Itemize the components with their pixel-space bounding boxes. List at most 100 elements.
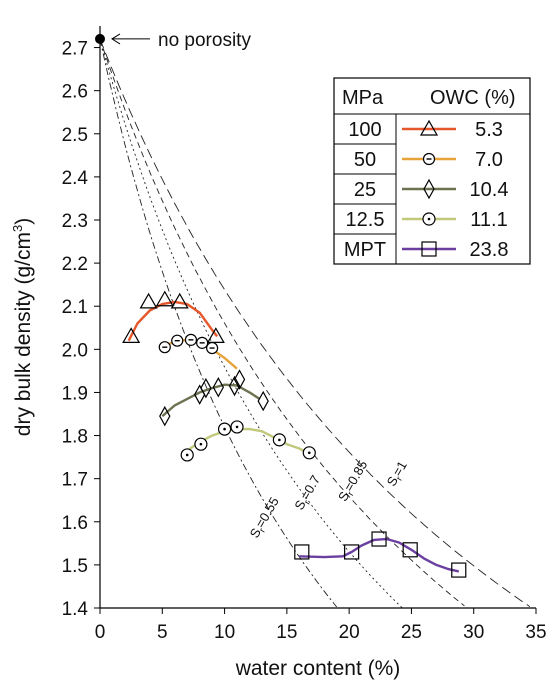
y-tick-label: 2.7 [62, 39, 88, 60]
y-tick-label: 2.0 [62, 340, 88, 361]
fit-curve [161, 383, 261, 418]
data-point [422, 212, 436, 226]
triangle-marker [155, 290, 174, 307]
legend: MPa OWC (%) 100 5.3 50 7.0 25 10.4 12.5 11.1 MPT… [333, 77, 531, 265]
triangle-marker [139, 292, 158, 309]
y-tick-label: 1.7 [62, 470, 88, 491]
data-point [294, 544, 310, 560]
data-point [206, 341, 219, 355]
legend-owc-value: 5.3 [475, 119, 503, 141]
data-point [155, 290, 174, 307]
saturation-curve-label: Sr=0.7 [291, 473, 324, 514]
no-porosity-annotation: no porosity [95, 30, 251, 51]
data-point [170, 292, 189, 309]
saturation-curve-label: Sr=1 [384, 458, 412, 489]
plot-frame [99, 26, 536, 609]
y-axis-ticks: 1.4 1.5 1.6 1.7 1.8 1.9 2.0 2.1 2.2 2.3 2.4 2.5 2.6 2… [62, 39, 100, 620]
x-tick-label: 30 [463, 622, 484, 643]
legend-box [333, 77, 531, 265]
data-point [228, 375, 241, 397]
y-tick-label: 1.9 [62, 383, 88, 404]
y-tick-label: 1.6 [62, 513, 88, 534]
data-point [122, 327, 141, 343]
legend-mpa-label: MPT [344, 239, 386, 261]
diamond-marker [212, 377, 225, 398]
square-marker [294, 544, 310, 560]
saturation-curve-label: Sr=0.55 [247, 494, 284, 541]
saturation-curve [99, 38, 403, 609]
x-tick-label: 15 [276, 622, 297, 643]
no-porosity-label: no porosity [158, 30, 251, 51]
saturation-curve [99, 38, 531, 607]
x-tick-label: 25 [401, 622, 422, 643]
square-marker [421, 241, 437, 257]
data-point [212, 377, 225, 398]
data-point [184, 333, 198, 346]
no-porosity-arrowhead [111, 33, 121, 45]
legend-owc-value: 7.0 [475, 149, 503, 171]
data-point [196, 336, 209, 349]
y-tick-label: 2.6 [62, 82, 88, 103]
series-12.5 [180, 420, 316, 462]
data-point [402, 542, 418, 558]
y-tick-label: 1.8 [62, 427, 88, 448]
data-point [194, 437, 208, 451]
no-porosity-point [95, 33, 105, 44]
x-tick-label: 0 [95, 622, 106, 643]
legend-owc-value: 10.4 [470, 179, 509, 201]
data-point [206, 327, 225, 343]
data-point [171, 334, 184, 347]
data-point [139, 292, 158, 309]
y-tick-label: 2.1 [62, 297, 88, 318]
diamond-marker [159, 405, 171, 427]
series-25 [159, 369, 269, 427]
triangle-marker [122, 327, 141, 343]
triangle-marker [419, 119, 439, 136]
data-point [344, 544, 360, 560]
data-point [422, 152, 436, 166]
data-point [419, 119, 439, 136]
fit-curve [299, 537, 460, 573]
x-axis-ticks: 0 5 10 15 20 25 30 35 [95, 608, 547, 643]
fit-curve [186, 427, 313, 457]
square-marker [344, 544, 360, 560]
data-point [272, 433, 286, 447]
y-tick-label: 1.4 [62, 599, 89, 620]
circle-marker-dot [307, 451, 311, 455]
data-point [257, 390, 269, 412]
y-tick-label: 2.4 [62, 168, 89, 189]
diamond-marker [228, 375, 241, 397]
x-tick-label: 5 [157, 622, 168, 643]
data-point [200, 377, 212, 399]
data-point [180, 448, 194, 462]
y-tick-label: 2.2 [62, 254, 88, 275]
data-point [159, 405, 171, 427]
diamond-marker [200, 377, 212, 399]
square-marker [451, 562, 467, 578]
data-point [371, 531, 387, 547]
legend-header-mpa: MPa [342, 87, 384, 109]
triangle-marker [170, 292, 189, 309]
data-point [302, 446, 316, 460]
legend-mpa-label: 100 [348, 119, 381, 141]
data-series [122, 290, 467, 578]
y-tick-label: 2.3 [62, 211, 88, 232]
x-tick-label: 10 [214, 622, 235, 643]
series-50 [158, 333, 238, 370]
y-axis-title: dry bulk density (g/cm3) [10, 218, 35, 436]
circle-marker-dot [199, 442, 203, 446]
circle-marker-dot [278, 438, 281, 442]
data-point [230, 420, 244, 434]
circle-marker-dot [235, 425, 239, 429]
circle-marker-dot [223, 427, 226, 431]
series-100 [122, 290, 225, 343]
square-marker [402, 542, 418, 558]
saturation-curve-label: Sr=0.85 [335, 458, 372, 505]
data-point [158, 341, 171, 354]
legend-header-owc: OWC (%) [430, 87, 516, 109]
data-point [217, 422, 232, 436]
legend-mpa-label: 50 [354, 149, 376, 171]
triangle-marker [206, 327, 225, 343]
x-axis-title: water content (%) [235, 657, 401, 680]
